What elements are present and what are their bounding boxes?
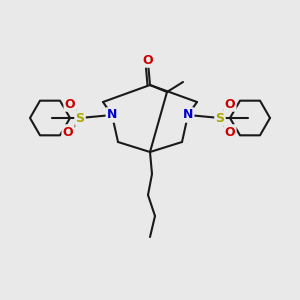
Text: O: O	[65, 98, 75, 110]
Text: O: O	[143, 53, 153, 67]
Text: O: O	[225, 98, 235, 110]
Text: S: S	[76, 112, 85, 124]
Text: N: N	[183, 109, 193, 122]
Text: N: N	[107, 109, 117, 122]
Text: O: O	[63, 125, 73, 139]
Text: S: S	[215, 112, 224, 124]
Text: O: O	[225, 125, 235, 139]
